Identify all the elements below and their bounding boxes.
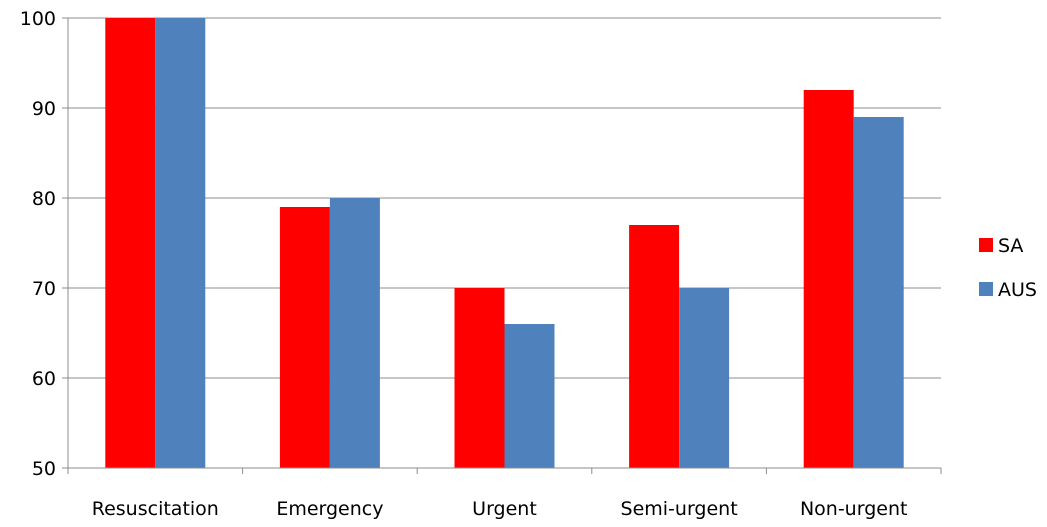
legend-label-sa: SA	[998, 235, 1023, 257]
bar-sa-semi-urgent	[629, 225, 680, 468]
y-tick-label: 60	[32, 368, 56, 390]
legend-label-aus: AUS	[998, 279, 1037, 301]
legend-swatch-aus	[979, 282, 993, 296]
bar-aus-emergency	[329, 198, 380, 468]
legend-swatch-sa	[979, 238, 993, 252]
legend: SA AUS	[979, 235, 1037, 301]
y-tick-label: 50	[32, 458, 56, 480]
bar-aus-non-urgent	[853, 117, 904, 468]
x-tick-label: Semi-urgent	[621, 498, 738, 520]
bar-sa-urgent	[454, 288, 505, 468]
bar-sa-resuscitation	[105, 18, 156, 468]
y-tick-label: 90	[32, 98, 56, 120]
bars	[105, 18, 904, 468]
x-tick-label: Resuscitation	[92, 498, 219, 520]
x-tick-label: Emergency	[276, 498, 383, 520]
gridlines	[68, 17, 941, 379]
x-tick-label: Urgent	[472, 498, 537, 520]
bar-aus-resuscitation	[155, 18, 206, 468]
bar-sa-non-urgent	[803, 90, 854, 468]
x-tick-label: Non-urgent	[800, 498, 908, 520]
bar-aus-urgent	[504, 324, 555, 468]
axes: 50 60 70 80 90 100 Resuscitation Emergency Urgen…	[20, 8, 942, 520]
y-tick-label: 70	[32, 278, 56, 300]
bar-aus-semi-urgent	[679, 288, 730, 468]
bar-sa-emergency	[279, 207, 330, 468]
y-tick-label: 100	[20, 8, 56, 30]
y-tick-label: 80	[32, 188, 56, 210]
